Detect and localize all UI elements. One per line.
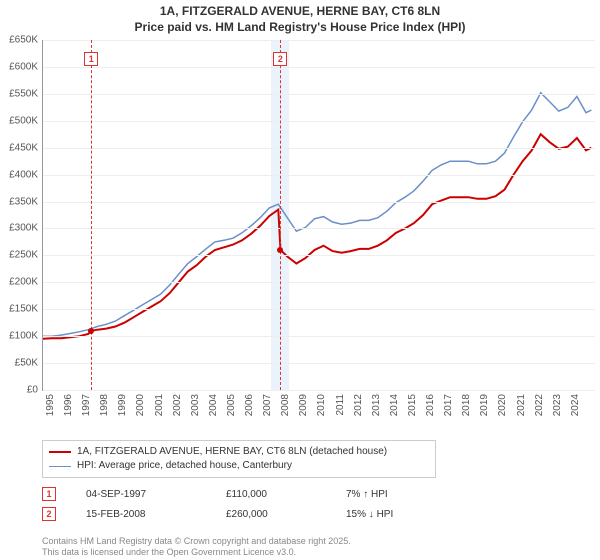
chart-area: 12 £0£50K£100K£150K£200K£250K£300K£350K£… [42, 40, 594, 400]
y-axis-tick: £250K [0, 250, 38, 261]
legend-row: 1A, FITZGERALD AVENUE, HERNE BAY, CT6 8L… [49, 445, 429, 459]
x-axis-tick: 2013 [371, 394, 382, 416]
event-hpi-delta: 7% ↑ HPI [346, 489, 446, 500]
plot-area: 12 [42, 40, 595, 391]
legend-label: HPI: Average price, detached house, Cant… [77, 459, 292, 473]
event-marker-line [91, 40, 92, 390]
y-axis-tick: £650K [0, 35, 38, 46]
event-detail-row: 1 04-SEP-1997£110,0007% ↑ HPI [42, 484, 562, 504]
x-axis-tick: 2001 [154, 394, 165, 416]
chart-title: 1A, FITZGERALD AVENUE, HERNE BAY, CT6 8L… [0, 0, 600, 35]
y-axis-tick: £550K [0, 88, 38, 99]
chart-container: 1A, FITZGERALD AVENUE, HERNE BAY, CT6 8L… [0, 0, 600, 560]
y-axis-tick: £150K [0, 304, 38, 315]
x-axis-tick: 2006 [244, 394, 255, 416]
sale-point-marker [88, 328, 94, 334]
event-marker-box: 2 [273, 52, 287, 66]
legend-swatch [49, 466, 71, 467]
x-axis-tick: 2023 [552, 394, 563, 416]
event-number-box: 1 [42, 487, 56, 501]
event-hpi-delta: 15% ↓ HPI [346, 509, 446, 520]
y-axis-tick: £350K [0, 196, 38, 207]
x-axis-tick: 2011 [335, 394, 346, 416]
attribution-text: Contains HM Land Registry data © Crown c… [42, 536, 351, 558]
x-axis-tick: 2002 [172, 394, 183, 416]
x-axis-tick: 2004 [208, 394, 219, 416]
y-axis-tick: £400K [0, 169, 38, 180]
x-axis-tick: 2021 [516, 394, 527, 416]
legend-label: 1A, FITZGERALD AVENUE, HERNE BAY, CT6 8L… [77, 445, 387, 459]
x-axis-tick: 2024 [570, 394, 581, 416]
y-axis-tick: £50K [0, 358, 38, 369]
event-date: 04-SEP-1997 [86, 489, 226, 500]
title-line1: 1A, FITZGERALD AVENUE, HERNE BAY, CT6 8L… [0, 4, 600, 20]
legend-swatch [49, 451, 71, 453]
y-axis-tick: £600K [0, 61, 38, 72]
x-axis-tick: 2017 [443, 394, 454, 416]
y-axis-tick: £300K [0, 223, 38, 234]
x-axis-tick: 2012 [353, 394, 364, 416]
x-axis-tick: 1998 [99, 394, 110, 416]
event-marker-box: 1 [84, 52, 98, 66]
x-axis-tick: 2014 [389, 394, 400, 416]
legend-box: 1A, FITZGERALD AVENUE, HERNE BAY, CT6 8L… [42, 440, 436, 478]
events-table: 1 04-SEP-1997£110,0007% ↑ HPI 2 15-FEB-2008… [42, 484, 562, 524]
x-axis-tick: 2016 [425, 394, 436, 416]
x-axis-tick: 2015 [407, 394, 418, 416]
y-axis-tick: £500K [0, 115, 38, 126]
y-axis-tick: £0 [0, 385, 38, 396]
attribution-line1: Contains HM Land Registry data © Crown c… [42, 536, 351, 547]
y-axis-tick: £450K [0, 142, 38, 153]
series-hpi [43, 93, 591, 336]
title-line2: Price paid vs. HM Land Registry's House … [0, 20, 600, 36]
line-plot-svg [43, 40, 595, 390]
sale-point-marker [277, 247, 283, 253]
event-detail-row: 2 15-FEB-2008£260,00015% ↓ HPI [42, 504, 562, 524]
event-number-box: 2 [42, 507, 56, 521]
x-axis-tick: 1997 [81, 394, 92, 416]
x-axis-tick: 2007 [262, 394, 273, 416]
x-axis-tick: 1995 [45, 394, 56, 416]
x-axis-tick: 1999 [117, 394, 128, 416]
x-axis-tick: 2022 [534, 394, 545, 416]
x-axis-tick: 1996 [63, 394, 74, 416]
y-axis-tick: £200K [0, 277, 38, 288]
series-property [43, 134, 591, 339]
x-axis-tick: 2000 [135, 394, 146, 416]
event-marker-line [280, 40, 281, 390]
x-axis-tick: 2005 [226, 394, 237, 416]
x-axis-tick: 2009 [298, 394, 309, 416]
x-axis-tick: 2010 [316, 394, 327, 416]
event-date: 15-FEB-2008 [86, 509, 226, 520]
x-axis-tick: 2019 [479, 394, 490, 416]
event-price: £260,000 [226, 509, 346, 520]
legend-row: HPI: Average price, detached house, Cant… [49, 459, 429, 473]
x-axis-tick: 2018 [461, 394, 472, 416]
attribution-line2: This data is licensed under the Open Gov… [42, 547, 351, 558]
x-axis-tick: 2020 [497, 394, 508, 416]
x-axis-tick: 2003 [190, 394, 201, 416]
y-axis-tick: £100K [0, 331, 38, 342]
event-price: £110,000 [226, 489, 346, 500]
x-axis-tick: 2008 [280, 394, 291, 416]
